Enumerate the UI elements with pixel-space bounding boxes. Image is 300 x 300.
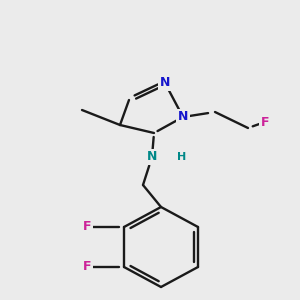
Text: N: N [147, 151, 157, 164]
Text: N: N [160, 76, 170, 89]
Text: F: F [83, 220, 91, 233]
Text: N: N [178, 110, 188, 124]
Text: H: H [177, 152, 186, 162]
Text: F: F [83, 260, 91, 274]
Text: F: F [261, 116, 269, 128]
